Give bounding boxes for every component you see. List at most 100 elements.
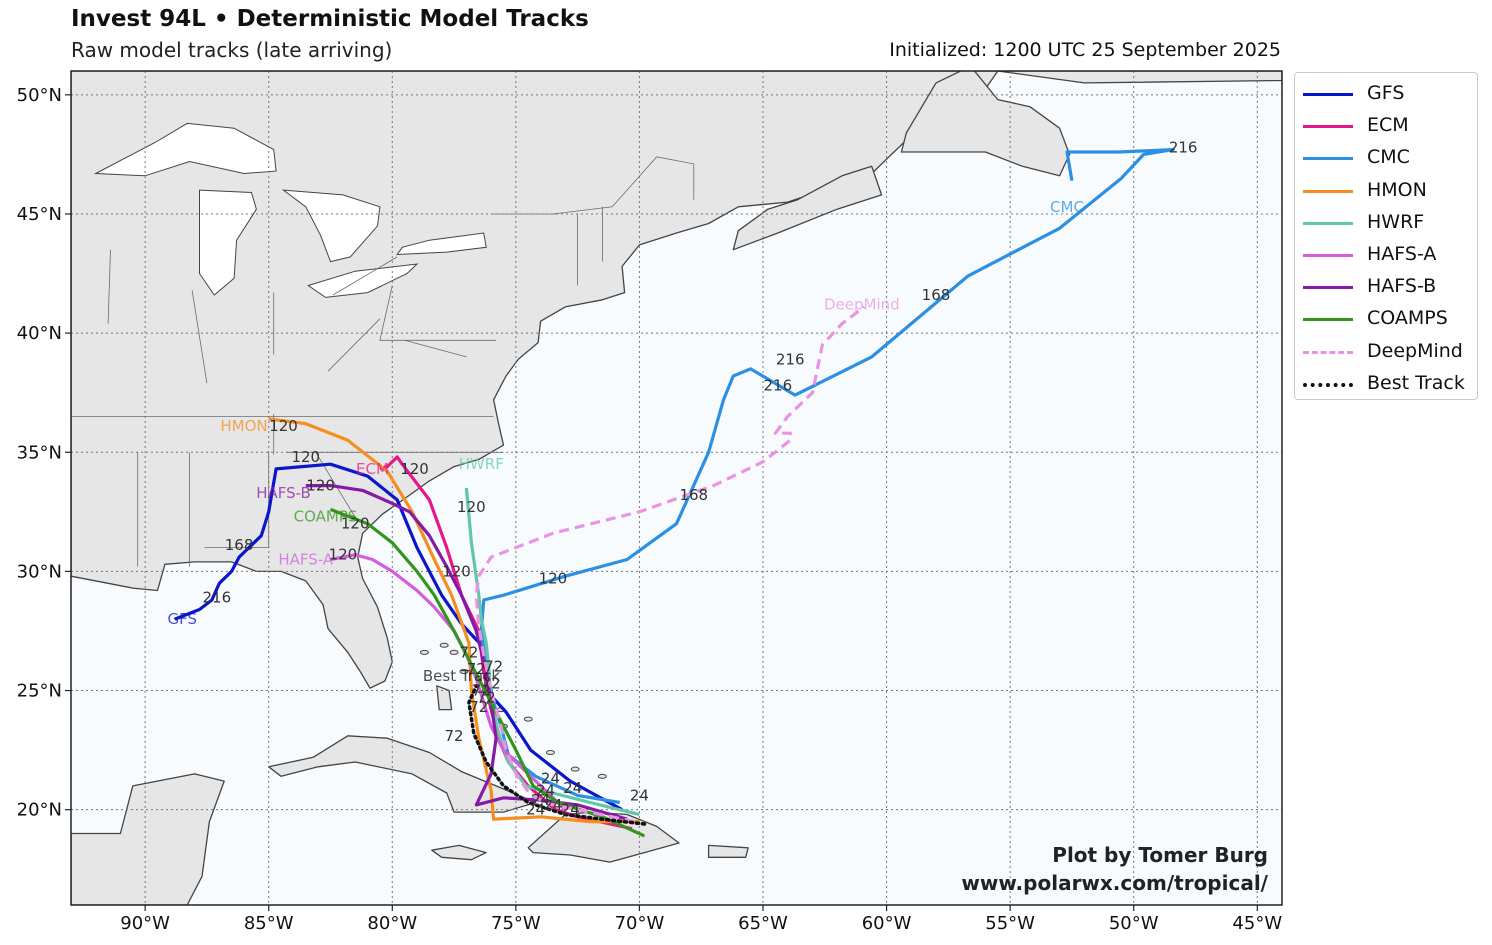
lake-erie xyxy=(307,263,419,298)
hmon-hour-label: 120 xyxy=(269,417,298,435)
coamps-hour-label: 120 xyxy=(341,515,370,533)
coamps-track xyxy=(329,507,646,838)
legend: GFS ECM CMC HMON HWRF HAFS-A HAFS-B COAMPS DeepM… xyxy=(1294,72,1478,400)
lat-tick-label: 50°N xyxy=(17,85,62,106)
central-america-landmass xyxy=(71,773,225,905)
forecast-hour-label: 24 xyxy=(526,801,545,819)
track-labels: 24 72 120 168 216 GFS 120 ECM 120 168 216 168 216 CMC… xyxy=(167,138,1197,818)
lon-tick-label: 85°W xyxy=(244,913,294,934)
gfs-name-label: GFS xyxy=(167,610,197,628)
land-layer xyxy=(71,71,1282,905)
legend-swatch xyxy=(1303,318,1353,322)
axis-ticks: 90°W 85°W 80°W 75°W 70°W 65°W 60°W 55°W 50°W 45°W… xyxy=(17,85,1283,934)
ecm-hour-label: 120 xyxy=(400,460,429,478)
model-tracks xyxy=(174,148,1175,838)
hwrf-name-label: HWRF xyxy=(459,455,504,473)
nova-scotia-landmass xyxy=(732,165,883,251)
lat-tick-label: 45°N xyxy=(17,204,62,225)
bahamas-island xyxy=(597,773,607,779)
best-track-track xyxy=(467,684,647,826)
border-line xyxy=(404,339,467,358)
forecast-hour-label: 72 xyxy=(477,689,496,707)
lat-tick-label: 20°N xyxy=(17,800,62,821)
credit-url[interactable]: www.polarwx.com/tropical/ xyxy=(961,871,1268,895)
deepmind-track xyxy=(474,305,866,824)
hafs-a-name-label: HAFS-A xyxy=(278,550,334,568)
forecast-hour-label: 120 xyxy=(442,562,471,580)
cmc-hour-label: 168 xyxy=(922,286,951,304)
coamps-name-label: COAMPS xyxy=(294,508,358,526)
gfs-hour-label: 120 xyxy=(291,448,320,466)
legend-label: Best Track xyxy=(1367,371,1465,394)
newfoundland-landmass xyxy=(900,71,1071,177)
legend-item-gfs: GFS xyxy=(1295,79,1479,109)
forecast-hour-label: 24 xyxy=(561,801,580,819)
forecast-hour-label: 24 xyxy=(563,779,582,797)
deepmind-name-label: DeepMind xyxy=(824,296,900,314)
legend-label: HAFS-A xyxy=(1367,243,1437,265)
lake-huron xyxy=(281,189,381,263)
hmon-name-label: HMON xyxy=(220,417,267,435)
bahamas-island xyxy=(523,716,533,722)
chart-subtitle: Raw model tracks (late arriving) xyxy=(71,38,393,62)
lat-tick-label: 30°N xyxy=(17,561,62,582)
chart-title: Invest 94L • Deterministic Model Tracks xyxy=(71,6,589,32)
plot-frame xyxy=(70,70,1283,906)
legend-item-ecm: ECM xyxy=(1295,111,1479,141)
andros-landmass xyxy=(436,685,453,711)
lon-tick-label: 75°W xyxy=(491,913,541,934)
border-line xyxy=(379,285,497,341)
legend-item-deepmind: DeepMind xyxy=(1295,337,1479,367)
puerto-rico-landmass xyxy=(707,844,749,858)
legend-item-cmc: CMC xyxy=(1295,143,1479,173)
lon-tick-label: 50°W xyxy=(1109,913,1159,934)
border-line xyxy=(191,290,208,384)
hafs-a-hour-label: 72 xyxy=(467,660,486,678)
legend-label: ECM xyxy=(1367,114,1409,137)
gridlines xyxy=(71,71,1282,905)
legend-swatch xyxy=(1303,254,1353,257)
ecm-name-label: ECM xyxy=(356,460,389,478)
legend-swatch xyxy=(1303,221,1353,225)
forecast-hour-label: 24 xyxy=(541,770,560,788)
legend-item-best-track: Best Track xyxy=(1295,369,1479,399)
gfs-hour-label: 24 xyxy=(630,786,649,804)
hmon-track xyxy=(268,417,640,824)
legend-swatch xyxy=(1303,157,1353,161)
bahamas-island xyxy=(419,649,429,655)
bahamas-island xyxy=(545,749,555,755)
legend-label: CMC xyxy=(1367,146,1410,169)
hafs-b-hour-label: 72 xyxy=(472,682,491,700)
deepmind-hour-label: 216 xyxy=(776,350,805,368)
border-line xyxy=(332,256,398,296)
legend-swatch xyxy=(1303,125,1353,129)
legend-label: DeepMind xyxy=(1367,339,1463,362)
lon-tick-label: 90°W xyxy=(120,913,170,934)
forecast-hour-label: 24 xyxy=(536,782,555,800)
cmc-hour-label: 168 xyxy=(679,486,708,504)
legend-swatch xyxy=(1303,93,1353,96)
legend-label: HWRF xyxy=(1367,210,1425,233)
gfs-hour-label: 216 xyxy=(202,589,231,607)
lat-tick-label: 25°N xyxy=(17,681,62,702)
bahamas-island xyxy=(570,766,580,772)
lake-michigan xyxy=(199,189,257,296)
hafs-b-name-label: HAFS-B xyxy=(256,484,311,502)
bahamas-island xyxy=(459,668,469,674)
legend-item-hafs-b: HAFS-B xyxy=(1295,272,1479,302)
legend-swatch xyxy=(1303,350,1353,354)
hafs-b-hour-label: 120 xyxy=(306,477,335,495)
border-line xyxy=(327,318,381,372)
lat-tick-label: 35°N xyxy=(17,442,62,463)
best-track-hour-label: 72 xyxy=(445,727,464,745)
hwrf-hour-label: 120 xyxy=(457,498,486,516)
legend-swatch xyxy=(1303,286,1353,290)
lon-tick-label: 45°W xyxy=(1232,913,1282,934)
coamps-hour-label: 72 xyxy=(459,643,478,661)
lon-tick-label: 70°W xyxy=(615,913,665,934)
lake-superior xyxy=(93,122,277,177)
legend-label: GFS xyxy=(1367,82,1405,104)
border-line xyxy=(107,249,111,324)
lake-ontario xyxy=(396,232,487,256)
